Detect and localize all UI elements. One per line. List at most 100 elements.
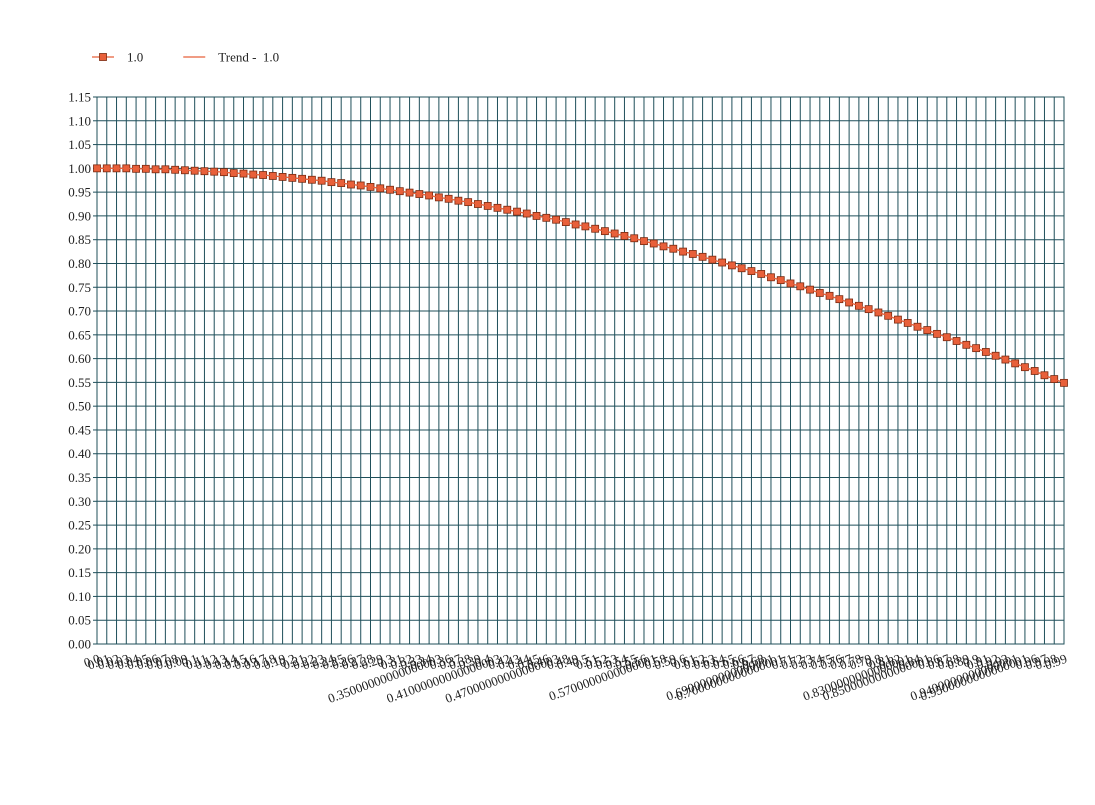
x-tick-label: 0.72 — [779, 651, 806, 673]
x-tick-label: 0.66 — [720, 651, 747, 673]
x-tick-label: 0.58 — [642, 651, 669, 673]
x-tick-label: 0.96 — [1013, 651, 1040, 673]
x-tick-label: 0.51 — [574, 651, 601, 673]
x-tick-label: 0.39 — [456, 651, 483, 673]
legend-marker — [99, 53, 107, 61]
x-tick-label: 0.73 — [789, 651, 816, 673]
x-tick-label: 0.21 — [281, 651, 308, 673]
x-tick-label: 0.87 — [925, 651, 952, 673]
x-tick-label: 0.12 — [193, 651, 220, 673]
x-tick-label: 0.31 — [378, 651, 405, 673]
x-tick-label: 0.99 — [1043, 651, 1070, 673]
x-tick-label: 0.06 — [134, 651, 161, 673]
x-tick-label: 0.93 — [984, 651, 1011, 673]
x-tick-label: 0.84 — [896, 651, 923, 673]
y-tick-label: 1.00 — [68, 161, 91, 176]
x-tick-label: 0.62 — [681, 651, 708, 673]
x-tick-label: 0.52 — [583, 651, 610, 673]
x-tick-label: 0.53 — [593, 651, 620, 673]
y-tick-label: 0.00 — [68, 637, 91, 652]
y-tick-label: 1.05 — [68, 137, 91, 152]
x-tick-label: 0.17 — [242, 651, 269, 673]
y-tick-label: 0.95 — [68, 185, 91, 200]
x-tick-label: 0.81 — [867, 651, 894, 673]
x-tick-label: 0.16 — [232, 651, 259, 673]
x-tick-label: 0.43 — [496, 651, 523, 673]
x-tick-label: 0.4 — [472, 651, 493, 671]
y-tick-label: 0.20 — [68, 541, 91, 556]
x-tick-label: 0.11 — [183, 651, 209, 673]
x-tick-label: 0.13 — [202, 651, 229, 673]
x-tick-label: 0.89 — [945, 651, 972, 673]
x-tick-label: 0.65 — [710, 651, 737, 673]
x-tick-label: 0.45 — [515, 651, 542, 673]
x-tick-label: 0.15 — [222, 651, 249, 673]
legend-label: 1.0 — [127, 50, 143, 65]
x-tick-label: 0.86 — [916, 651, 943, 673]
x-tick-label: 0.54 — [603, 651, 630, 673]
x-tick-label: 0.9 — [961, 651, 981, 671]
x-tick-label: 0.91 — [964, 651, 991, 673]
legend-label: Trend - 1.0 — [218, 50, 279, 65]
x-tick-label: 0.92 — [974, 651, 1001, 673]
y-tick-label: 1.10 — [68, 113, 91, 128]
x-tick-label: 0.55 — [613, 651, 640, 673]
x-tick-label: 0.78 — [837, 651, 864, 673]
x-tick-label: 0.71 — [769, 651, 796, 673]
x-tick-label: 0.59 — [652, 651, 679, 673]
y-tick-label: 0.75 — [68, 280, 91, 295]
x-tick-label: 0.38 — [447, 651, 474, 673]
y-tick-label: 0.80 — [68, 256, 91, 271]
y-tick-label: 0.85 — [68, 232, 91, 247]
x-tick-label: 0.25 — [320, 651, 347, 673]
x-tick-label: 0.19 — [261, 651, 288, 673]
x-tick-label: 0.2 — [277, 651, 297, 671]
x-tick-label: 0.88 — [935, 651, 962, 673]
x-tick-label: 0.82 — [876, 651, 903, 673]
x-tick-label: 0.37 — [437, 651, 464, 673]
y-tick-label: 0.60 — [68, 351, 91, 366]
x-tick-label: 0.0 — [82, 651, 102, 671]
y-tick-label: 0.05 — [68, 613, 91, 628]
x-tick-label: 0.79 — [847, 651, 874, 673]
x-tick-label: 0.24 — [310, 651, 337, 673]
legend-entry: 1.0 — [92, 50, 143, 65]
y-tick-label: 0.30 — [68, 494, 91, 509]
y-tick-label: 0.25 — [68, 518, 91, 533]
x-tick-label: 0.1 — [179, 651, 199, 671]
x-tick-label: 0.5 — [570, 651, 590, 671]
x-tick-label: 0.23 — [300, 651, 327, 673]
y-tick-label: 0.55 — [68, 375, 91, 390]
x-tick-label: 0.67 — [730, 651, 757, 673]
plot-area — [96, 96, 1065, 645]
x-tick-label: 0.22 — [290, 651, 317, 673]
x-tick-label: 0.05 — [124, 651, 151, 673]
x-tick-label: 0.03 — [105, 651, 132, 673]
x-tick-label: 0.75 — [808, 651, 835, 673]
x-tick-label: 0.14 — [212, 651, 239, 673]
x-tick-label: 0.56 — [623, 651, 650, 673]
x-tick-label: 0.36 — [427, 651, 454, 673]
y-tick-label: 0.40 — [68, 446, 91, 461]
x-tick-label: 0.98 — [1033, 651, 1060, 673]
x-tick-label: 0.44 — [505, 651, 532, 673]
x-tick-label: 0.97 — [1023, 651, 1050, 673]
x-tick-label: 0.27 — [339, 651, 366, 673]
series-line — [97, 167, 1065, 384]
x-tick-label: 0.77 — [828, 651, 855, 673]
x-tick-label: 0.74 — [798, 651, 825, 673]
y-tick-label: 0.90 — [68, 208, 91, 223]
x-tick-label: 0.64 — [701, 651, 728, 673]
x-tick-label: 0.46 — [525, 651, 552, 673]
x-tick-label: 0.32 — [388, 651, 415, 673]
x-tick-label: 0.28 — [349, 651, 376, 673]
x-tick-label: 0.68 — [740, 651, 767, 673]
x-tick-label: 0.3 — [375, 651, 395, 671]
x-tick-label: 0.29 — [359, 651, 386, 673]
x-tick-label: 0.04 — [115, 651, 142, 673]
x-tick-label: 0.08 — [154, 651, 181, 673]
y-tick-label: 0.65 — [68, 327, 91, 342]
x-tick-label: 0.02 — [95, 651, 122, 673]
x-tick-label: 0.26 — [329, 651, 356, 673]
